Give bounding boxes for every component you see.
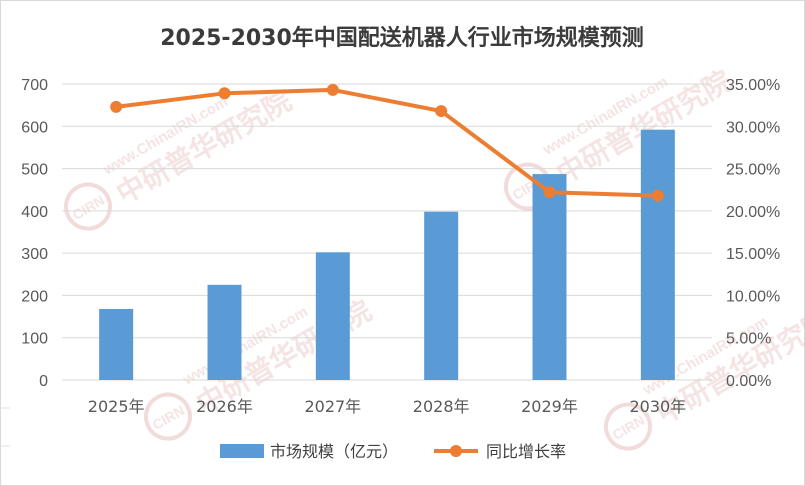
legend-bar-swatch <box>220 444 264 458</box>
right-tick-label: 20.00% <box>726 204 780 221</box>
bar <box>424 211 459 380</box>
left-tick-label: 400 <box>21 204 48 221</box>
x-tick-label: 2028年 <box>413 397 470 416</box>
right-axis-ticks: 0.00% 5.00% 10.00% 15.00% 20.00% 25.00% 30.00%… <box>726 77 780 390</box>
line-series <box>110 83 664 202</box>
left-tick-label: 500 <box>21 162 48 179</box>
line-point <box>435 105 448 118</box>
legend-line-marker <box>450 445 462 457</box>
x-tick-label: 2029年 <box>521 397 578 416</box>
gridlines <box>0 83 712 447</box>
x-tick-label: 2027年 <box>304 397 361 416</box>
watermark-logo-ring <box>603 402 652 451</box>
line-point <box>218 87 231 100</box>
left-tick-label: 600 <box>21 119 48 136</box>
left-axis-ticks: 0 100 200 300 400 500 600 700 <box>21 77 48 390</box>
line-point <box>543 186 556 199</box>
line-point <box>651 189 664 202</box>
left-tick-label: 0 <box>39 373 48 390</box>
legend-line-label: 同比增长率 <box>486 442 566 461</box>
right-tick-label: 35.00% <box>726 77 780 94</box>
right-tick-label: 15.00% <box>726 246 780 263</box>
right-tick-label: 25.00% <box>726 162 780 179</box>
left-tick-label: 200 <box>21 288 48 305</box>
left-tick-label: 100 <box>21 331 48 348</box>
chart-title: 2025-2030年中国配送机器人行业市场规模预测 <box>160 25 644 51</box>
legend: 市场规模（亿元） 同比增长率 <box>220 442 566 461</box>
bar <box>99 308 134 380</box>
bar <box>207 284 242 380</box>
x-tick-label: 2025年 <box>88 397 145 416</box>
watermark-logo-ring <box>63 182 112 231</box>
line-point <box>110 100 123 113</box>
left-tick-label: 300 <box>21 246 48 263</box>
series-line <box>115 87 658 198</box>
left-tick-label: 700 <box>21 77 48 94</box>
watermark-logo-ring <box>143 392 192 441</box>
right-tick-label: 30.00% <box>726 119 780 136</box>
right-tick-label: 10.00% <box>726 288 780 305</box>
right-tick-label: 0.00% <box>726 373 771 390</box>
x-tick-label: 2026年 <box>196 397 253 416</box>
bar-series <box>99 129 675 380</box>
right-tick-label: 5.00% <box>726 331 771 348</box>
x-axis-ticks: 2025年 2026年 2027年 2028年 2029年 2030年 <box>88 397 686 416</box>
bar <box>532 174 567 380</box>
line-point <box>326 83 339 96</box>
bar <box>640 129 675 380</box>
bar <box>315 252 350 380</box>
x-tick-label: 2030年 <box>629 397 686 416</box>
legend-bar-label: 市场规模（亿元） <box>270 442 398 461</box>
